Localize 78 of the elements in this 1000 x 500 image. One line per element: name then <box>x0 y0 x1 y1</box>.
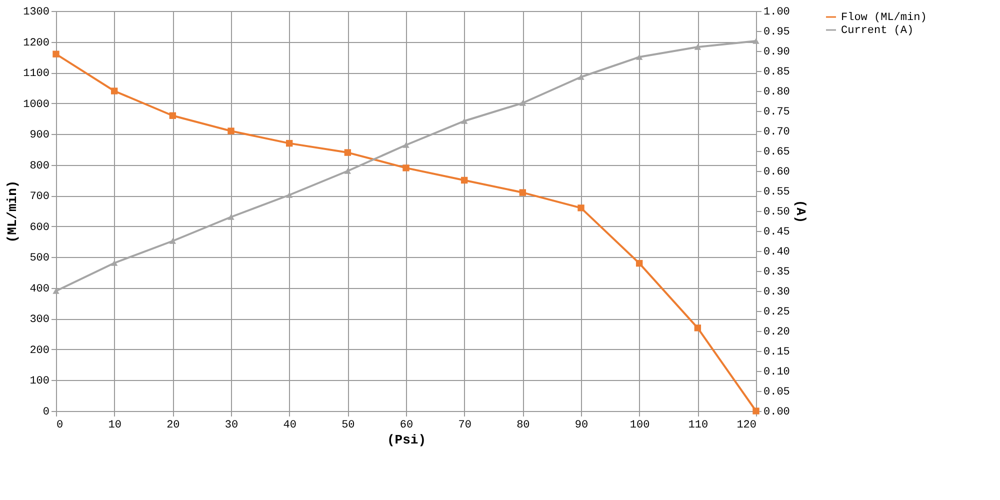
point <box>519 100 526 106</box>
point <box>636 54 643 60</box>
y2-tick-label: 0.50 <box>764 206 790 218</box>
y2-tick-label: 0.40 <box>764 246 790 258</box>
y2-tick-label: 0.95 <box>764 26 790 38</box>
x-tick-label: 40 <box>283 420 296 432</box>
x-tick-label: 110 <box>688 420 708 432</box>
point <box>460 176 468 184</box>
point <box>169 112 176 119</box>
y2-tick-label: 0.15 <box>764 346 790 358</box>
y2-tick-label: 0.85 <box>764 66 790 78</box>
y-tick-label: 500 <box>30 252 50 265</box>
x-tick-label: 120 <box>736 420 756 432</box>
x-tick-label: 70 <box>458 420 472 432</box>
y-tick-label: 0 <box>42 406 50 418</box>
y-tick-label: 1000 <box>23 98 50 111</box>
y-tick-label: 1300 <box>23 6 50 18</box>
y2-tick-label: 0.55 <box>764 186 790 198</box>
point <box>228 214 234 220</box>
y2-tick-label: 0.65 <box>764 146 790 158</box>
x-tick-label: 30 <box>224 420 238 432</box>
y-tick-label: 600 <box>30 222 50 234</box>
y2-tick-label: 1.00 <box>764 6 790 18</box>
y-tick-label: 1200 <box>23 37 50 50</box>
point <box>286 192 293 198</box>
point <box>694 44 702 50</box>
x-tick-label: 10 <box>108 420 122 432</box>
point <box>110 260 118 266</box>
point <box>752 38 760 44</box>
point <box>578 204 584 212</box>
y2-tick-label: 0.25 <box>764 306 790 318</box>
point <box>344 149 352 156</box>
y-tick-label: 200 <box>30 344 50 357</box>
y2-axis-title: (A) <box>792 200 808 224</box>
legend-label: Flow (ML/min) <box>841 12 927 24</box>
y2-tick-label: 0.60 <box>764 166 790 178</box>
y-tick-label: 300 <box>30 314 50 326</box>
x-tick-label: 50 <box>342 420 355 432</box>
point <box>402 142 410 148</box>
y2-tick-label: 0.75 <box>764 106 790 118</box>
point <box>578 74 584 80</box>
point <box>169 238 176 244</box>
y2-tick-label: 0.20 <box>764 326 790 338</box>
y-tick-label: 1100 <box>23 68 50 80</box>
y-tick-label: 700 <box>30 191 50 204</box>
y2-tick-label: 0.30 <box>764 286 790 298</box>
point <box>286 140 293 147</box>
point <box>519 189 526 196</box>
point <box>52 50 60 58</box>
y2-tick-label: 0.45 <box>764 226 790 238</box>
y2-tick-label: 0.05 <box>764 386 790 398</box>
x-tick-label: 100 <box>630 420 650 432</box>
x-tick-label: 80 <box>516 420 530 432</box>
point <box>636 260 643 267</box>
x-tick-label: 0 <box>56 420 64 432</box>
legend-label: Current (A) <box>841 25 914 37</box>
point <box>344 168 352 174</box>
y-tick-label: 800 <box>30 160 50 172</box>
point <box>228 128 234 134</box>
point <box>752 408 760 414</box>
x-tick-label: 60 <box>400 420 414 432</box>
y2-tick-label: 0.10 <box>764 366 790 378</box>
y-tick-label: 100 <box>30 376 50 388</box>
y2-tick-label: 0.35 <box>764 266 790 278</box>
y2-tick-label: 0.70 <box>764 126 790 138</box>
point <box>110 88 118 94</box>
y-axis-title: (ML/min) <box>5 180 20 243</box>
x-tick-label: 90 <box>574 420 588 432</box>
y-tick-label: 900 <box>30 130 50 142</box>
y2-tick-label: 0.00 <box>764 406 790 418</box>
point <box>402 164 410 172</box>
x-axis-title: (Psi) <box>386 432 426 448</box>
point <box>460 118 468 124</box>
point <box>694 324 702 332</box>
y2-tick-label: 0.80 <box>764 86 790 98</box>
y-tick-label: 400 <box>30 283 50 296</box>
x-tick-label: 20 <box>166 420 180 432</box>
y2-tick-label: 0.90 <box>764 46 790 58</box>
